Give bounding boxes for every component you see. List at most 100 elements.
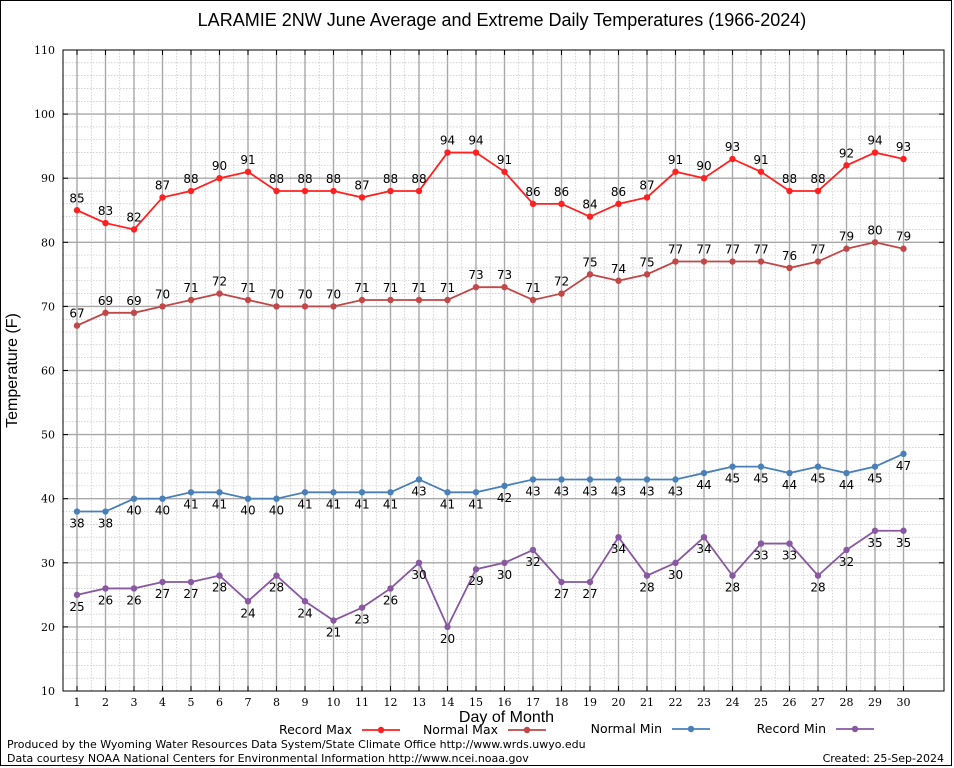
data-label-record-max: 94: [440, 134, 455, 148]
data-point-record-min: [757, 540, 765, 547]
y-tick-label: 100: [34, 108, 55, 121]
data-point-record-max: [672, 168, 679, 175]
data-point-record-max: [814, 187, 822, 195]
data-point-record-max: [871, 149, 879, 156]
data-label-record-min: 28: [639, 581, 654, 595]
data-label-record-min: 27: [582, 587, 597, 601]
data-label-normal-max: 71: [525, 281, 540, 295]
footer-data-courtesy: Data courtesy NOAA National Centers for …: [7, 752, 529, 765]
data-point-record-min: [472, 566, 480, 573]
data-label-normal-min: 41: [383, 497, 398, 511]
data-label-normal-max: 72: [554, 275, 569, 289]
data-label-normal-max: 77: [696, 243, 711, 257]
data-point-normal-max: [529, 296, 537, 304]
data-point-normal-min: [415, 476, 423, 483]
data-label-record-min: 28: [212, 581, 227, 595]
data-point-record-max: [73, 207, 81, 214]
data-point-record-min: [358, 604, 366, 611]
x-tick-label: 3: [131, 696, 138, 709]
y-tick-label: 10: [41, 685, 55, 698]
data-point-normal-max: [729, 258, 736, 265]
data-label-record-max: 87: [155, 178, 170, 192]
data-point-normal-max: [73, 322, 81, 329]
x-tick-label: 5: [188, 696, 195, 709]
data-point-record-min: [159, 578, 166, 586]
data-point-normal-min: [501, 482, 508, 490]
data-point-normal-min: [330, 489, 337, 496]
data-point-normal-max: [672, 258, 679, 265]
x-tick-label: 16: [498, 696, 512, 709]
data-point-record-min: [558, 578, 565, 586]
data-point-record-max: [330, 187, 337, 195]
data-point-record-max: [216, 175, 223, 182]
data-point-normal-min: [729, 463, 736, 470]
data-label-normal-min: 43: [411, 484, 426, 498]
data-point-normal-max: [472, 283, 480, 291]
legend-swatch-marker: [851, 725, 859, 733]
data-point-normal-min: [273, 495, 280, 502]
data-point-record-max: [729, 155, 736, 163]
legend-label: Record Min: [757, 721, 826, 736]
data-label-record-max: 91: [497, 153, 512, 167]
data-point-record-max: [843, 162, 850, 169]
data-point-record-max: [586, 213, 594, 220]
data-label-normal-min: 38: [98, 517, 113, 531]
data-point-record-max: [501, 168, 508, 175]
data-label-normal-min: 44: [696, 478, 711, 492]
data-label-normal-max: 69: [126, 294, 141, 308]
legend-label: Record Max: [279, 722, 352, 737]
data-point-record-max: [757, 168, 765, 175]
data-label-normal-max: 77: [810, 243, 825, 257]
data-point-normal-min: [586, 476, 594, 483]
data-label-normal-max: 71: [240, 281, 255, 295]
data-point-normal-min: [102, 508, 109, 515]
x-tick-label: 28: [840, 696, 854, 709]
data-point-record-min: [672, 559, 679, 566]
data-point-normal-max: [615, 277, 622, 284]
data-point-record-min: [643, 572, 651, 579]
data-point-normal-max: [130, 309, 138, 317]
data-label-record-max: 94: [867, 134, 882, 148]
data-label-normal-min: 43: [639, 484, 654, 498]
data-point-record-min: [387, 585, 394, 592]
data-label-normal-max: 67: [69, 307, 84, 321]
data-point-record-min: [501, 559, 508, 566]
data-point-normal-min: [615, 476, 622, 483]
data-label-record-min: 20: [440, 632, 455, 646]
x-tick-label: 14: [441, 696, 455, 709]
series-normal-min: 38 38 40 40 41 41 40 40 41 41 41 41 43 41 41 42 43 43 43 43…: [69, 450, 911, 531]
data-label-record-min: 27: [183, 587, 198, 601]
data-label-normal-min: 43: [611, 484, 626, 498]
data-point-normal-min: [216, 489, 223, 496]
data-label-record-max: 94: [468, 134, 483, 148]
data-point-normal-max: [387, 296, 394, 304]
data-point-record-max: [102, 219, 109, 227]
legend-item-normal-max: Normal Max: [423, 722, 546, 737]
data-label-record-min: 34: [611, 542, 626, 556]
data-point-normal-max: [700, 258, 708, 265]
data-point-record-min: [900, 527, 907, 534]
data-point-normal-min: [558, 476, 565, 483]
data-label-record-max: 87: [354, 178, 369, 192]
x-tick-label: 20: [612, 696, 626, 709]
y-tick-label: 50: [41, 429, 55, 442]
data-label-record-max: 85: [69, 191, 84, 205]
data-label-normal-max: 71: [411, 281, 426, 295]
data-point-normal-min: [814, 463, 822, 470]
data-point-record-max: [472, 149, 480, 156]
data-point-record-min: [273, 572, 280, 579]
data-point-record-max: [273, 187, 280, 195]
data-label-normal-max: 72: [212, 275, 227, 289]
data-label-record-max: 86: [554, 185, 569, 199]
data-point-record-max: [643, 194, 651, 201]
data-label-record-max: 91: [240, 153, 255, 167]
x-tick-label: 7: [245, 696, 252, 709]
data-point-record-min: [330, 617, 337, 624]
minor-grid: [63, 50, 944, 691]
data-label-normal-max: 77: [725, 243, 740, 257]
data-label-normal-max: 71: [440, 281, 455, 295]
data-label-record-max: 86: [525, 185, 540, 199]
data-label-record-max: 91: [753, 153, 768, 167]
